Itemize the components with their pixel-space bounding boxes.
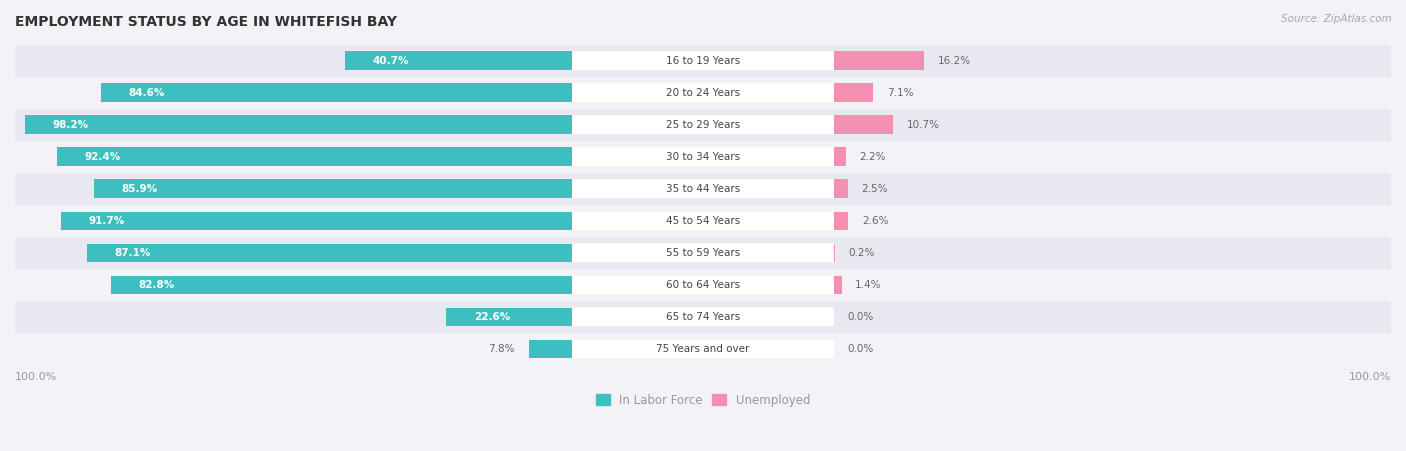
- Bar: [834, 51, 924, 70]
- Text: 91.7%: 91.7%: [89, 216, 125, 226]
- Text: 0.0%: 0.0%: [848, 344, 873, 354]
- FancyBboxPatch shape: [572, 212, 834, 230]
- Bar: [15, 205, 1391, 237]
- Bar: [87, 244, 572, 262]
- Bar: [94, 179, 572, 198]
- Text: 0.2%: 0.2%: [849, 248, 875, 258]
- Text: 87.1%: 87.1%: [114, 248, 150, 258]
- Text: 2.5%: 2.5%: [862, 184, 889, 194]
- FancyBboxPatch shape: [572, 147, 834, 166]
- Text: 55 to 59 Years: 55 to 59 Years: [666, 248, 740, 258]
- Legend: In Labor Force, Unemployed: In Labor Force, Unemployed: [596, 394, 810, 407]
- Bar: [15, 333, 1391, 365]
- Bar: [58, 147, 572, 166]
- FancyBboxPatch shape: [572, 115, 834, 134]
- Text: 7.1%: 7.1%: [887, 88, 914, 98]
- FancyBboxPatch shape: [572, 276, 834, 295]
- Text: 16.2%: 16.2%: [938, 56, 972, 66]
- Text: 10.7%: 10.7%: [907, 120, 941, 130]
- Text: 100.0%: 100.0%: [15, 372, 58, 382]
- Text: 45 to 54 Years: 45 to 54 Years: [666, 216, 740, 226]
- Bar: [834, 276, 842, 294]
- Text: 82.8%: 82.8%: [138, 280, 174, 290]
- Text: 0.0%: 0.0%: [848, 312, 873, 322]
- Bar: [15, 301, 1391, 333]
- Bar: [101, 83, 572, 102]
- Bar: [15, 109, 1391, 141]
- Text: 16 to 19 Years: 16 to 19 Years: [666, 56, 740, 66]
- Bar: [111, 276, 572, 294]
- FancyBboxPatch shape: [572, 179, 834, 198]
- Bar: [834, 115, 893, 134]
- Bar: [25, 115, 572, 134]
- Text: 75 Years and over: 75 Years and over: [657, 344, 749, 354]
- FancyBboxPatch shape: [572, 83, 834, 102]
- FancyBboxPatch shape: [572, 51, 834, 70]
- Bar: [62, 212, 572, 230]
- Text: 20 to 24 Years: 20 to 24 Years: [666, 88, 740, 98]
- Bar: [15, 77, 1391, 109]
- Text: 84.6%: 84.6%: [128, 88, 165, 98]
- Text: 65 to 74 Years: 65 to 74 Years: [666, 312, 740, 322]
- Bar: [15, 269, 1391, 301]
- Text: EMPLOYMENT STATUS BY AGE IN WHITEFISH BAY: EMPLOYMENT STATUS BY AGE IN WHITEFISH BA…: [15, 15, 396, 29]
- Text: 100.0%: 100.0%: [1348, 372, 1391, 382]
- Bar: [15, 237, 1391, 269]
- FancyBboxPatch shape: [572, 308, 834, 327]
- Bar: [15, 141, 1391, 173]
- Bar: [834, 212, 848, 230]
- Bar: [346, 51, 572, 70]
- FancyBboxPatch shape: [572, 340, 834, 359]
- Text: 98.2%: 98.2%: [52, 120, 89, 130]
- Text: 2.6%: 2.6%: [862, 216, 889, 226]
- Bar: [15, 45, 1391, 77]
- Text: 7.8%: 7.8%: [488, 344, 515, 354]
- Text: Source: ZipAtlas.com: Source: ZipAtlas.com: [1281, 14, 1392, 23]
- Bar: [834, 179, 848, 198]
- Bar: [529, 340, 572, 358]
- Text: 1.4%: 1.4%: [855, 280, 882, 290]
- Text: 35 to 44 Years: 35 to 44 Years: [666, 184, 740, 194]
- Text: 60 to 64 Years: 60 to 64 Years: [666, 280, 740, 290]
- Text: 2.2%: 2.2%: [859, 152, 886, 162]
- Text: 40.7%: 40.7%: [373, 56, 409, 66]
- Text: 92.4%: 92.4%: [84, 152, 121, 162]
- Bar: [834, 83, 873, 102]
- Text: 22.6%: 22.6%: [474, 312, 510, 322]
- Bar: [834, 147, 846, 166]
- Text: 30 to 34 Years: 30 to 34 Years: [666, 152, 740, 162]
- Bar: [15, 173, 1391, 205]
- FancyBboxPatch shape: [572, 244, 834, 262]
- Text: 85.9%: 85.9%: [121, 184, 157, 194]
- Bar: [446, 308, 572, 326]
- Text: 25 to 29 Years: 25 to 29 Years: [666, 120, 740, 130]
